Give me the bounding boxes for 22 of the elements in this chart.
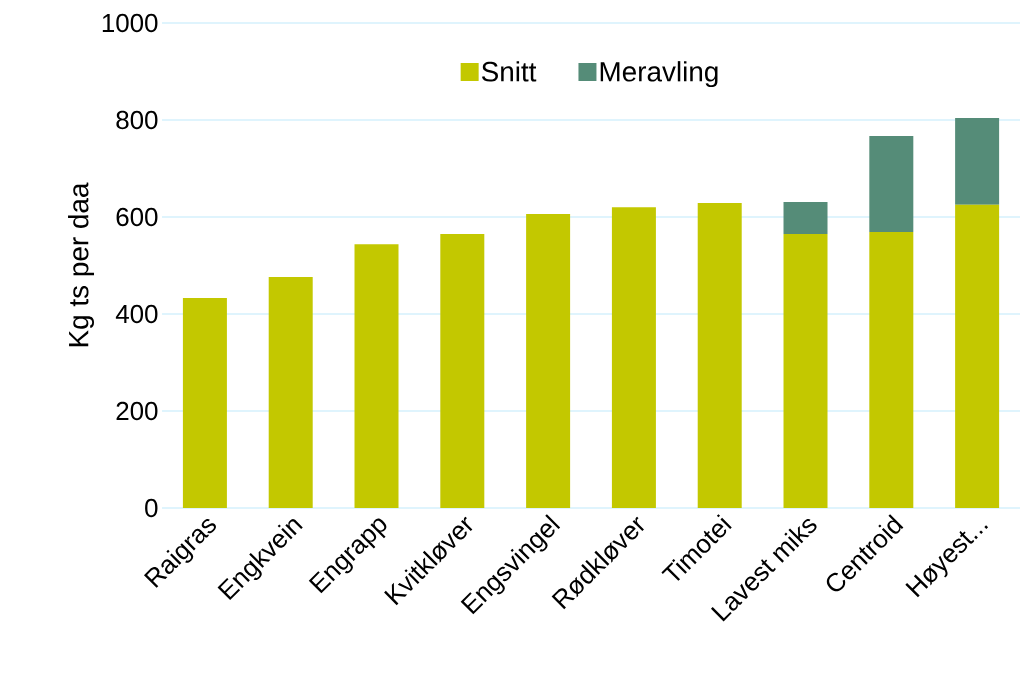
y-tick-label: 400 [115, 304, 158, 324]
y-axis-title: Kg ts per daa [68, 182, 95, 347]
bar [182, 297, 227, 508]
bar [440, 233, 485, 508]
bar [869, 232, 914, 508]
y-tick-label: 800 [116, 110, 158, 130]
y-tick-label: 1000 [102, 13, 158, 33]
bar [354, 244, 399, 508]
y-tick-label: 200 [116, 401, 158, 421]
bar [268, 277, 313, 508]
bar [697, 202, 742, 508]
bar [955, 118, 1000, 205]
bar [783, 201, 828, 234]
bar [869, 135, 914, 233]
legend-label: Meravling [600, 61, 718, 88]
legend-label: Snitt [481, 61, 537, 82]
bar [526, 214, 571, 508]
bar [955, 204, 1000, 508]
y-tick-label: 0 [145, 498, 158, 518]
bar [783, 233, 828, 508]
bar [611, 207, 656, 508]
y-tick-label: 600 [116, 207, 158, 227]
